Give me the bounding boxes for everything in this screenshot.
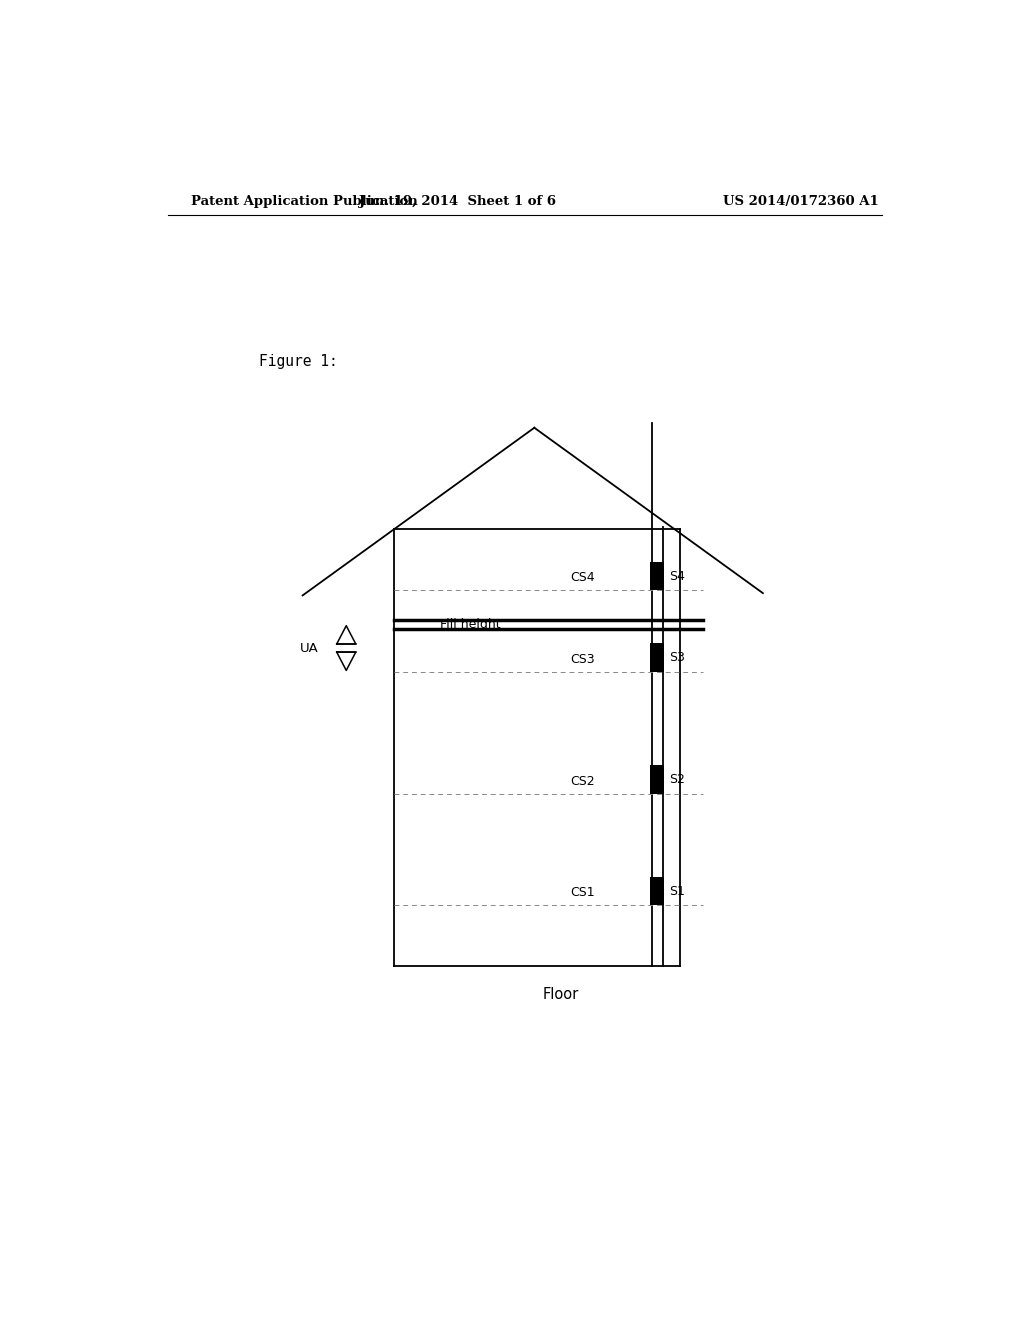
Text: S3: S3 bbox=[670, 651, 685, 664]
Text: S4: S4 bbox=[670, 570, 685, 582]
Text: S1: S1 bbox=[670, 884, 685, 898]
Bar bbox=[650, 643, 665, 672]
Bar bbox=[650, 562, 665, 590]
Text: S2: S2 bbox=[670, 774, 685, 785]
Text: UA: UA bbox=[300, 642, 318, 655]
Bar bbox=[650, 766, 665, 793]
Text: CS4: CS4 bbox=[570, 572, 595, 585]
Text: Floor: Floor bbox=[543, 987, 579, 1002]
Text: Jun. 19, 2014  Sheet 1 of 6: Jun. 19, 2014 Sheet 1 of 6 bbox=[358, 194, 556, 207]
Bar bbox=[650, 876, 665, 906]
Text: CS3: CS3 bbox=[570, 652, 595, 665]
Text: Patent Application Publication: Patent Application Publication bbox=[191, 194, 418, 207]
Text: Figure 1:: Figure 1: bbox=[259, 354, 338, 370]
Text: CS2: CS2 bbox=[570, 775, 595, 788]
Text: CS1: CS1 bbox=[570, 886, 595, 899]
Text: US 2014/0172360 A1: US 2014/0172360 A1 bbox=[723, 194, 879, 207]
Text: Fill height: Fill height bbox=[440, 618, 501, 631]
